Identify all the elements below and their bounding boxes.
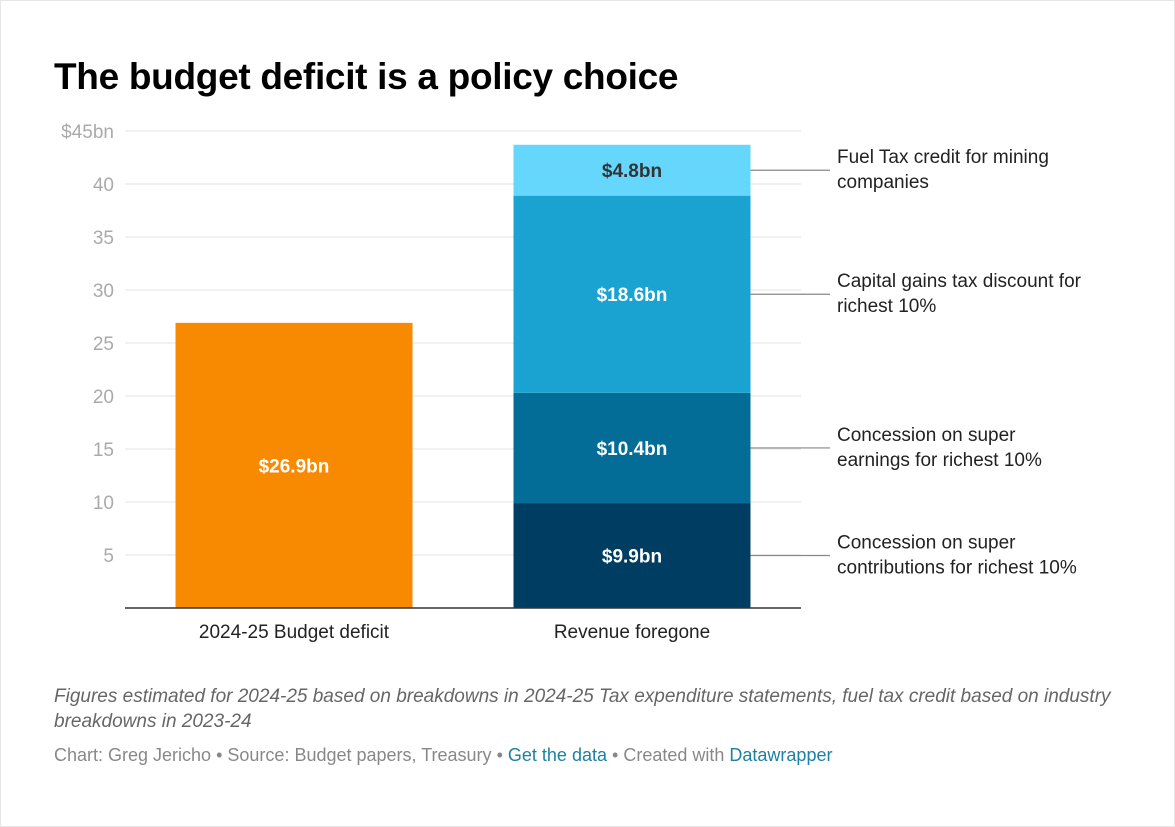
bar-segment-deficit	[175, 322, 413, 608]
annotation-text-super_earnings: earnings for richest 10%	[837, 450, 1042, 471]
y-tick-label: 10	[93, 493, 114, 514]
credit-separator: •	[496, 745, 503, 765]
y-tick-label: 20	[93, 387, 114, 408]
y-tick-label: $45bn	[61, 122, 114, 143]
credit-separator: •	[612, 745, 619, 765]
y-tick-label: 15	[93, 440, 114, 461]
y-tick-label: 25	[93, 334, 114, 355]
annotation-text-capital_gains: Capital gains tax discount for	[837, 271, 1082, 292]
y-tick-label: 30	[93, 281, 114, 302]
datawrapper-link[interactable]: Datawrapper	[729, 745, 833, 765]
chart-note: Figures estimated for 2024-25 based on b…	[54, 686, 1111, 732]
annotation-text-super_earnings: Concession on super	[837, 425, 1016, 446]
data-label-capital_gains: $18.6bn	[597, 285, 668, 306]
bar-segment-super_earnings	[513, 392, 751, 504]
x-category-label: Revenue foregone	[554, 622, 710, 643]
chart-title: The budget deficit is a policy choice	[54, 56, 679, 97]
data-label-super_earnings: $10.4bn	[597, 439, 668, 460]
y-tick-label: 40	[93, 175, 114, 196]
bar-segment-fuel_tax	[513, 144, 751, 196]
created-with-text: Created with	[623, 745, 725, 765]
chart-credits: Chart: Greg Jericho • Source: Budget pap…	[54, 745, 832, 766]
annotation-text-super_contributions: Concession on super	[837, 533, 1016, 554]
x-category-label: 2024-25 Budget deficit	[199, 622, 390, 643]
annotation-text-capital_gains: richest 10%	[837, 296, 936, 317]
get-the-data-link[interactable]: Get the data	[507, 745, 607, 765]
data-label-fuel_tax: $4.8bn	[602, 161, 662, 182]
data-label-deficit: $26.9bn	[259, 456, 330, 477]
y-tick-label: 5	[103, 546, 114, 567]
bar-segment-super_contributions	[513, 503, 751, 608]
annotation-text-fuel_tax: companies	[837, 172, 929, 193]
bar-segment-capital_gains	[513, 195, 751, 393]
credit-separator: •	[216, 745, 223, 765]
byline: Chart: Greg Jericho	[54, 745, 212, 765]
annotation-text-fuel_tax: Fuel Tax credit for mining	[837, 147, 1049, 168]
annotation-text-super_contributions: contributions for richest 10%	[837, 558, 1077, 579]
y-tick-label: 35	[93, 228, 114, 249]
source: Source: Budget papers, Treasury	[227, 745, 492, 765]
data-label-super_contributions: $9.9bn	[602, 547, 662, 568]
